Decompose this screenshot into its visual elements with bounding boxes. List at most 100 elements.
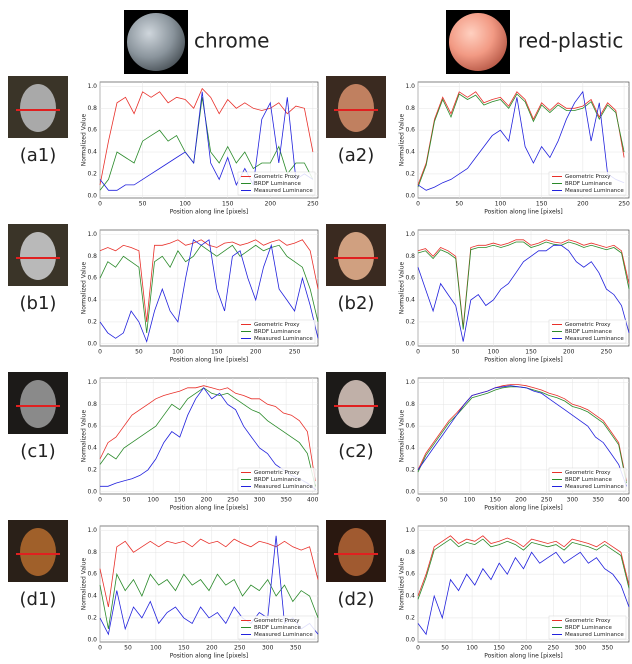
- legend-label: Measured Luminance: [254, 188, 313, 194]
- x-tick-label: 0: [98, 497, 102, 504]
- y-tick-label: 0.0: [87, 488, 97, 495]
- panel-label: (d1): [20, 589, 57, 610]
- x-tick-label: 100: [466, 645, 478, 652]
- x-tick-label: 50: [124, 645, 132, 652]
- y-tick-label: 0.6: [405, 423, 415, 430]
- panel-label: (c1): [20, 441, 55, 462]
- x-tick-label: 250: [307, 201, 319, 208]
- y-tick-label: 0.4: [405, 593, 415, 600]
- y-tick-label: 0.2: [87, 466, 97, 473]
- page: chrome red-plastic (a1)0.00.20.40.60.81.…: [0, 0, 632, 664]
- x-tick-label: 150: [525, 349, 537, 356]
- y-tick-label: 0.6: [405, 275, 415, 282]
- legend-label: Geometric Proxy: [565, 470, 611, 476]
- y-tick-label: 0.4: [405, 149, 415, 156]
- x-tick-label: 0: [416, 349, 420, 356]
- y-axis-label: Normalized Value: [81, 409, 88, 462]
- x-tick-label: 250: [548, 645, 560, 652]
- y-axis-label: Normalized Value: [81, 261, 88, 314]
- x-tick-label: 0: [416, 201, 420, 208]
- y-tick-label: 0.4: [87, 297, 97, 304]
- thumbnail-object: [20, 528, 56, 576]
- chrome-sphere: [127, 13, 185, 71]
- y-tick-label: 0.4: [87, 445, 97, 452]
- x-tick-label: 50: [455, 201, 463, 208]
- x-tick-label: 400: [307, 497, 319, 504]
- x-tick-label: 150: [211, 349, 223, 356]
- material-label: red-plastic: [518, 29, 623, 53]
- legend-label: Measured Luminance: [254, 336, 313, 342]
- x-axis-label: Position along line [pixels]: [484, 653, 563, 660]
- y-tick-label: 0.2: [405, 614, 415, 621]
- x-tick-label: 0: [98, 201, 102, 208]
- x-tick-label: 100: [147, 497, 159, 504]
- x-tick-label: 250: [289, 349, 301, 356]
- legend-label: Geometric Proxy: [254, 470, 300, 476]
- legend-label: Geometric Proxy: [254, 322, 300, 328]
- y-tick-label: 0.4: [87, 593, 97, 600]
- x-tick-label: 50: [139, 201, 147, 208]
- legend-label: Geometric Proxy: [565, 322, 611, 328]
- y-axis-label: Normalized Value: [399, 113, 406, 166]
- panel-label: (d2): [338, 589, 375, 610]
- panel-label: (a2): [338, 145, 375, 166]
- x-tick-label: 200: [577, 201, 589, 208]
- x-tick-label: 200: [265, 201, 277, 208]
- thumbnail-object: [20, 232, 56, 280]
- x-tick-label: 250: [618, 201, 630, 208]
- y-tick-label: 0.2: [405, 466, 415, 473]
- x-axis-label: Position along line [pixels]: [170, 209, 249, 216]
- x-tick-label: 100: [172, 349, 184, 356]
- x-tick-label: 300: [254, 497, 266, 504]
- x-tick-label: 150: [174, 497, 186, 504]
- x-axis-label: Position along line [pixels]: [170, 653, 249, 660]
- x-axis-label: Position along line [pixels]: [170, 505, 249, 512]
- y-tick-label: 1.0: [405, 83, 415, 90]
- x-tick-label: 150: [489, 497, 501, 504]
- x-axis-label: Position along line [pixels]: [170, 357, 249, 364]
- legend-label: Measured Luminance: [565, 632, 624, 638]
- x-tick-label: 100: [464, 497, 476, 504]
- y-tick-label: 1.0: [87, 83, 97, 90]
- panel-label: (b1): [20, 293, 57, 314]
- x-tick-label: 50: [440, 497, 448, 504]
- x-tick-label: 200: [520, 645, 532, 652]
- x-tick-label: 100: [488, 349, 500, 356]
- y-tick-label: 0.0: [87, 636, 97, 643]
- x-axis-label: Position along line [pixels]: [484, 357, 563, 364]
- y-tick-label: 0.0: [405, 488, 415, 495]
- x-tick-label: 50: [135, 349, 143, 356]
- x-tick-label: 300: [262, 645, 274, 652]
- y-tick-label: 1.0: [405, 379, 415, 386]
- y-tick-label: 1.0: [87, 527, 97, 534]
- x-tick-label: 150: [536, 201, 548, 208]
- x-tick-label: 200: [201, 497, 213, 504]
- legend-label: BRDF Luminance: [254, 329, 301, 335]
- x-tick-label: 150: [222, 201, 234, 208]
- legend-label: Geometric Proxy: [254, 618, 300, 624]
- legend-label: BRDF Luminance: [565, 181, 612, 187]
- legend-label: Geometric Proxy: [565, 618, 611, 624]
- y-tick-label: 0.4: [87, 149, 97, 156]
- y-tick-label: 0.6: [87, 571, 97, 578]
- x-tick-label: 300: [575, 645, 587, 652]
- legend-label: BRDF Luminance: [565, 477, 612, 483]
- y-tick-label: 0.6: [405, 571, 415, 578]
- legend-label: Measured Luminance: [565, 188, 624, 194]
- x-tick-label: 0: [98, 645, 102, 652]
- y-tick-label: 0.8: [405, 401, 415, 408]
- legend-label: Geometric Proxy: [565, 174, 611, 180]
- y-tick-label: 1.0: [405, 527, 415, 534]
- y-tick-label: 0.8: [405, 105, 415, 112]
- x-tick-label: 300: [567, 497, 579, 504]
- x-tick-label: 50: [452, 349, 460, 356]
- y-tick-label: 0.6: [87, 423, 97, 430]
- y-tick-label: 0.2: [405, 170, 415, 177]
- thumbnail-object: [338, 380, 374, 428]
- y-axis-label: Normalized Value: [399, 261, 406, 314]
- x-tick-label: 350: [290, 645, 302, 652]
- legend-label: Measured Luminance: [565, 336, 624, 342]
- x-tick-label: 150: [493, 645, 505, 652]
- x-tick-label: 350: [280, 497, 292, 504]
- x-tick-label: 50: [123, 497, 131, 504]
